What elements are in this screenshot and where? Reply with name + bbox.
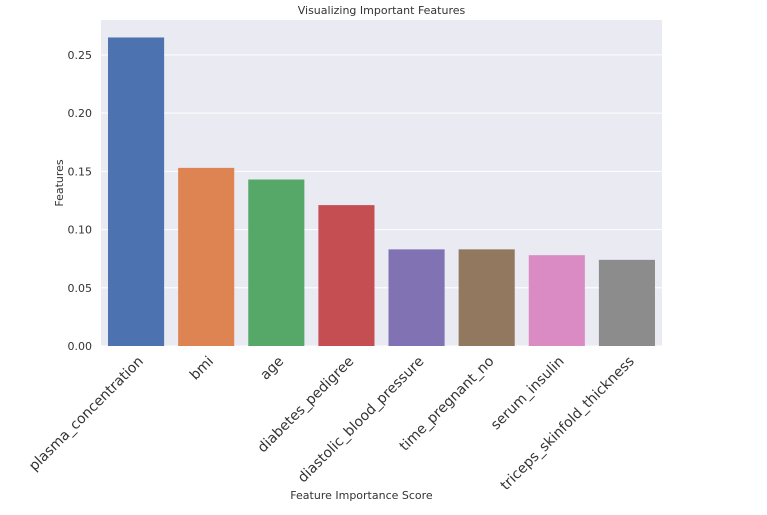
y-tick-label: 0.10 xyxy=(68,224,93,237)
x-tick-label: plasma_concentration xyxy=(26,354,147,475)
bar-bmi xyxy=(178,167,235,346)
bar-diabetes-pedigree xyxy=(318,205,375,346)
bar-diastolic-blood-pressure xyxy=(388,249,445,346)
x-tick-label: diastolic_blood_pressure xyxy=(295,354,428,487)
y-tick-labels: 0.00 0.05 0.10 0.15 0.20 0.25 xyxy=(68,49,93,353)
x-tick-label: age xyxy=(257,354,287,384)
y-tick-label: 0.05 xyxy=(68,282,93,295)
x-tick-label: bmi xyxy=(187,354,217,384)
x-tick-labels: plasma_concentration bmi agediabetes_pedig… xyxy=(26,354,638,494)
x-axis-title: Feature Importance Score xyxy=(290,489,433,502)
y-tick-label: 0.20 xyxy=(68,107,93,120)
y-tick-label: 0.25 xyxy=(68,49,93,62)
bar-plasma-concentration xyxy=(108,37,165,346)
y-axis-title: Features xyxy=(53,159,66,207)
bar-triceps-skinfold-thickness xyxy=(598,259,655,346)
chart-title: Visualizing Important Features xyxy=(298,4,466,17)
x-tick-label: serum_insulin xyxy=(488,354,568,434)
bars xyxy=(108,37,655,346)
y-tick-label: 0.00 xyxy=(68,340,93,353)
bar-age xyxy=(248,179,305,346)
y-tick-label: 0.15 xyxy=(68,165,93,178)
bar-time-pregnant-no xyxy=(458,249,515,346)
x-tick-label: triceps_skinfold_thickness xyxy=(498,354,638,494)
bar-serum-insulin xyxy=(528,255,585,346)
